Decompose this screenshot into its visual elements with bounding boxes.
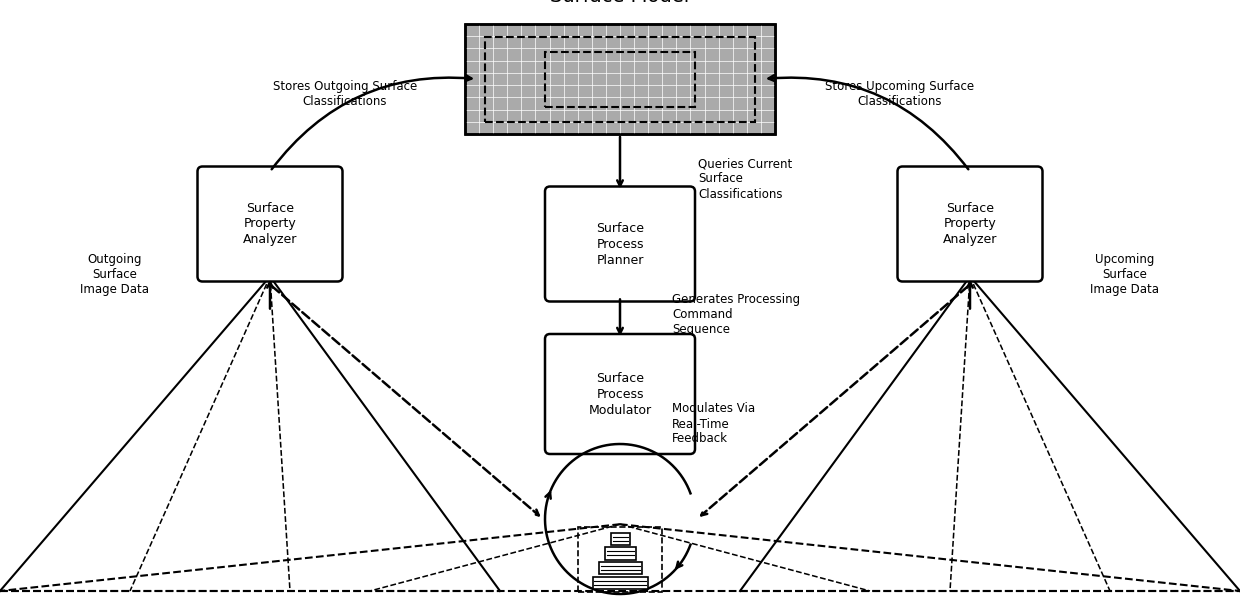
Bar (465, 24, 775, 134)
Text: Modulates Via
Real-Time
Feedback: Modulates Via Real-Time Feedback (672, 403, 755, 446)
Text: Surface
Process
Modulator: Surface Process Modulator (589, 371, 651, 417)
FancyBboxPatch shape (546, 334, 694, 454)
Bar (605, 547, 635, 560)
Bar (593, 577, 647, 589)
Bar (485, 37, 755, 122)
Text: Surface
Property
Analyzer: Surface Property Analyzer (942, 202, 997, 247)
Bar (610, 533, 630, 545)
Text: Outgoing
Surface
Image Data: Outgoing Surface Image Data (81, 253, 150, 295)
Bar (546, 52, 694, 107)
Text: Stores Upcoming Surface
Classifications: Stores Upcoming Surface Classifications (826, 80, 975, 108)
FancyBboxPatch shape (546, 186, 694, 301)
FancyBboxPatch shape (898, 166, 1043, 281)
Text: Stores Outgoing Surface
Classifications: Stores Outgoing Surface Classifications (273, 80, 417, 108)
Text: Surface
Process
Planner: Surface Process Planner (596, 222, 644, 267)
Text: Generates Processing
Command
Sequence: Generates Processing Command Sequence (672, 292, 800, 336)
Text: Upcoming
Surface
Image Data: Upcoming Surface Image Data (1090, 253, 1159, 295)
Text: Queries Current
Surface
Classifications: Queries Current Surface Classifications (698, 158, 792, 200)
Bar (465, 24, 775, 134)
Bar (578, 527, 662, 592)
Text: Surface
Property
Analyzer: Surface Property Analyzer (243, 202, 298, 247)
FancyBboxPatch shape (197, 166, 342, 281)
Text: Surface Model: Surface Model (551, 0, 689, 6)
Bar (599, 562, 641, 574)
